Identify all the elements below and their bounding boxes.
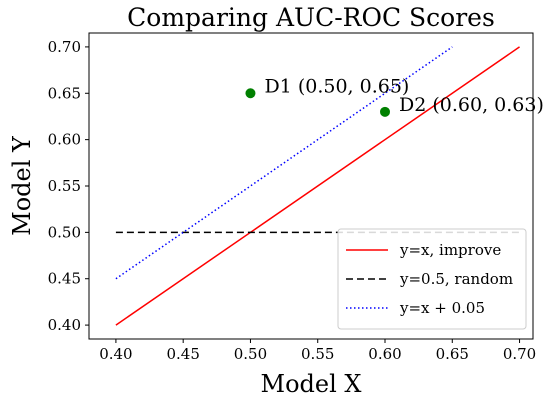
y-tick-label-4: 0.60: [48, 131, 81, 149]
data-point-0: [245, 88, 256, 99]
y-tick-label-6: 0.70: [48, 38, 81, 56]
point-annotation-1: D2 (0.60, 0.63): [399, 94, 544, 116]
series-line-0: [115, 46, 520, 326]
x-tick-label-1: 0.45: [166, 345, 199, 363]
x-axis-ticks: 0.40 0.45 0.50 0.55 0.60 0.65 0.70: [99, 339, 536, 363]
x-tick-label-6: 0.70: [503, 345, 536, 363]
y-axis-label: Model Y: [8, 135, 36, 236]
legend: y=x, improve y=0.5, random y=x + 0.05: [337, 228, 527, 330]
legend-label-0: y=x, improve: [399, 241, 501, 259]
chart-title: Comparing AUC-ROC Scores: [127, 3, 495, 32]
legend-label-1: y=0.5, random: [399, 270, 513, 288]
x-axis-label: Model X: [261, 370, 362, 398]
x-tick-label-0: 0.40: [99, 345, 132, 363]
data-point-1: [380, 106, 390, 117]
y-tick-label-3: 0.55: [48, 177, 81, 195]
y-axis-ticks: 0.40 0.45 0.50 0.55 0.60 0.65 0.70: [48, 38, 89, 334]
x-tick-label-3: 0.55: [301, 345, 334, 363]
x-tick-label-2: 0.50: [234, 345, 267, 363]
y-tick-label-2: 0.50: [48, 223, 81, 241]
series-line-2: [115, 46, 453, 280]
y-tick-label-5: 0.65: [48, 84, 81, 102]
legend-box: [337, 228, 527, 330]
y-tick-label-0: 0.40: [48, 316, 81, 334]
legend-label-2: y=x + 0.05: [399, 299, 485, 317]
y-tick-label-1: 0.45: [48, 270, 81, 288]
x-tick-label-4: 0.60: [368, 345, 401, 363]
plot-points: D1 (0.50, 0.65)D2 (0.60, 0.63): [245, 75, 544, 117]
x-tick-label-5: 0.65: [436, 345, 469, 363]
point-annotation-0: D1 (0.50, 0.65): [264, 75, 409, 97]
